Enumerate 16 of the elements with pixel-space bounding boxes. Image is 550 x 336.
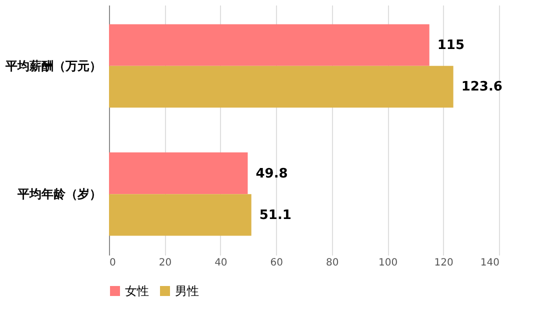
data-label: 49.8: [256, 166, 288, 182]
data-label: 123.6: [461, 80, 502, 95]
x-tick-label: 100: [378, 258, 398, 268]
x-tick-label: 120: [434, 258, 454, 268]
data-label: 51.1: [259, 208, 292, 223]
data-label: 115: [437, 38, 464, 54]
x-tick-label: 80: [326, 258, 339, 268]
y-tick-label: 平均年龄（岁）: [16, 187, 102, 202]
x-tick-label: 20: [158, 258, 172, 268]
legend-label: 男性: [175, 284, 199, 298]
y-tick-label: 平均薪酬（万元）: [4, 58, 102, 73]
legend-label: 女性: [125, 284, 149, 298]
x-tick-label: 140: [480, 258, 500, 268]
x-tick-label: 0: [110, 258, 116, 268]
x-tick-label: 40: [214, 258, 228, 268]
x-tick-label: 60: [270, 258, 284, 268]
